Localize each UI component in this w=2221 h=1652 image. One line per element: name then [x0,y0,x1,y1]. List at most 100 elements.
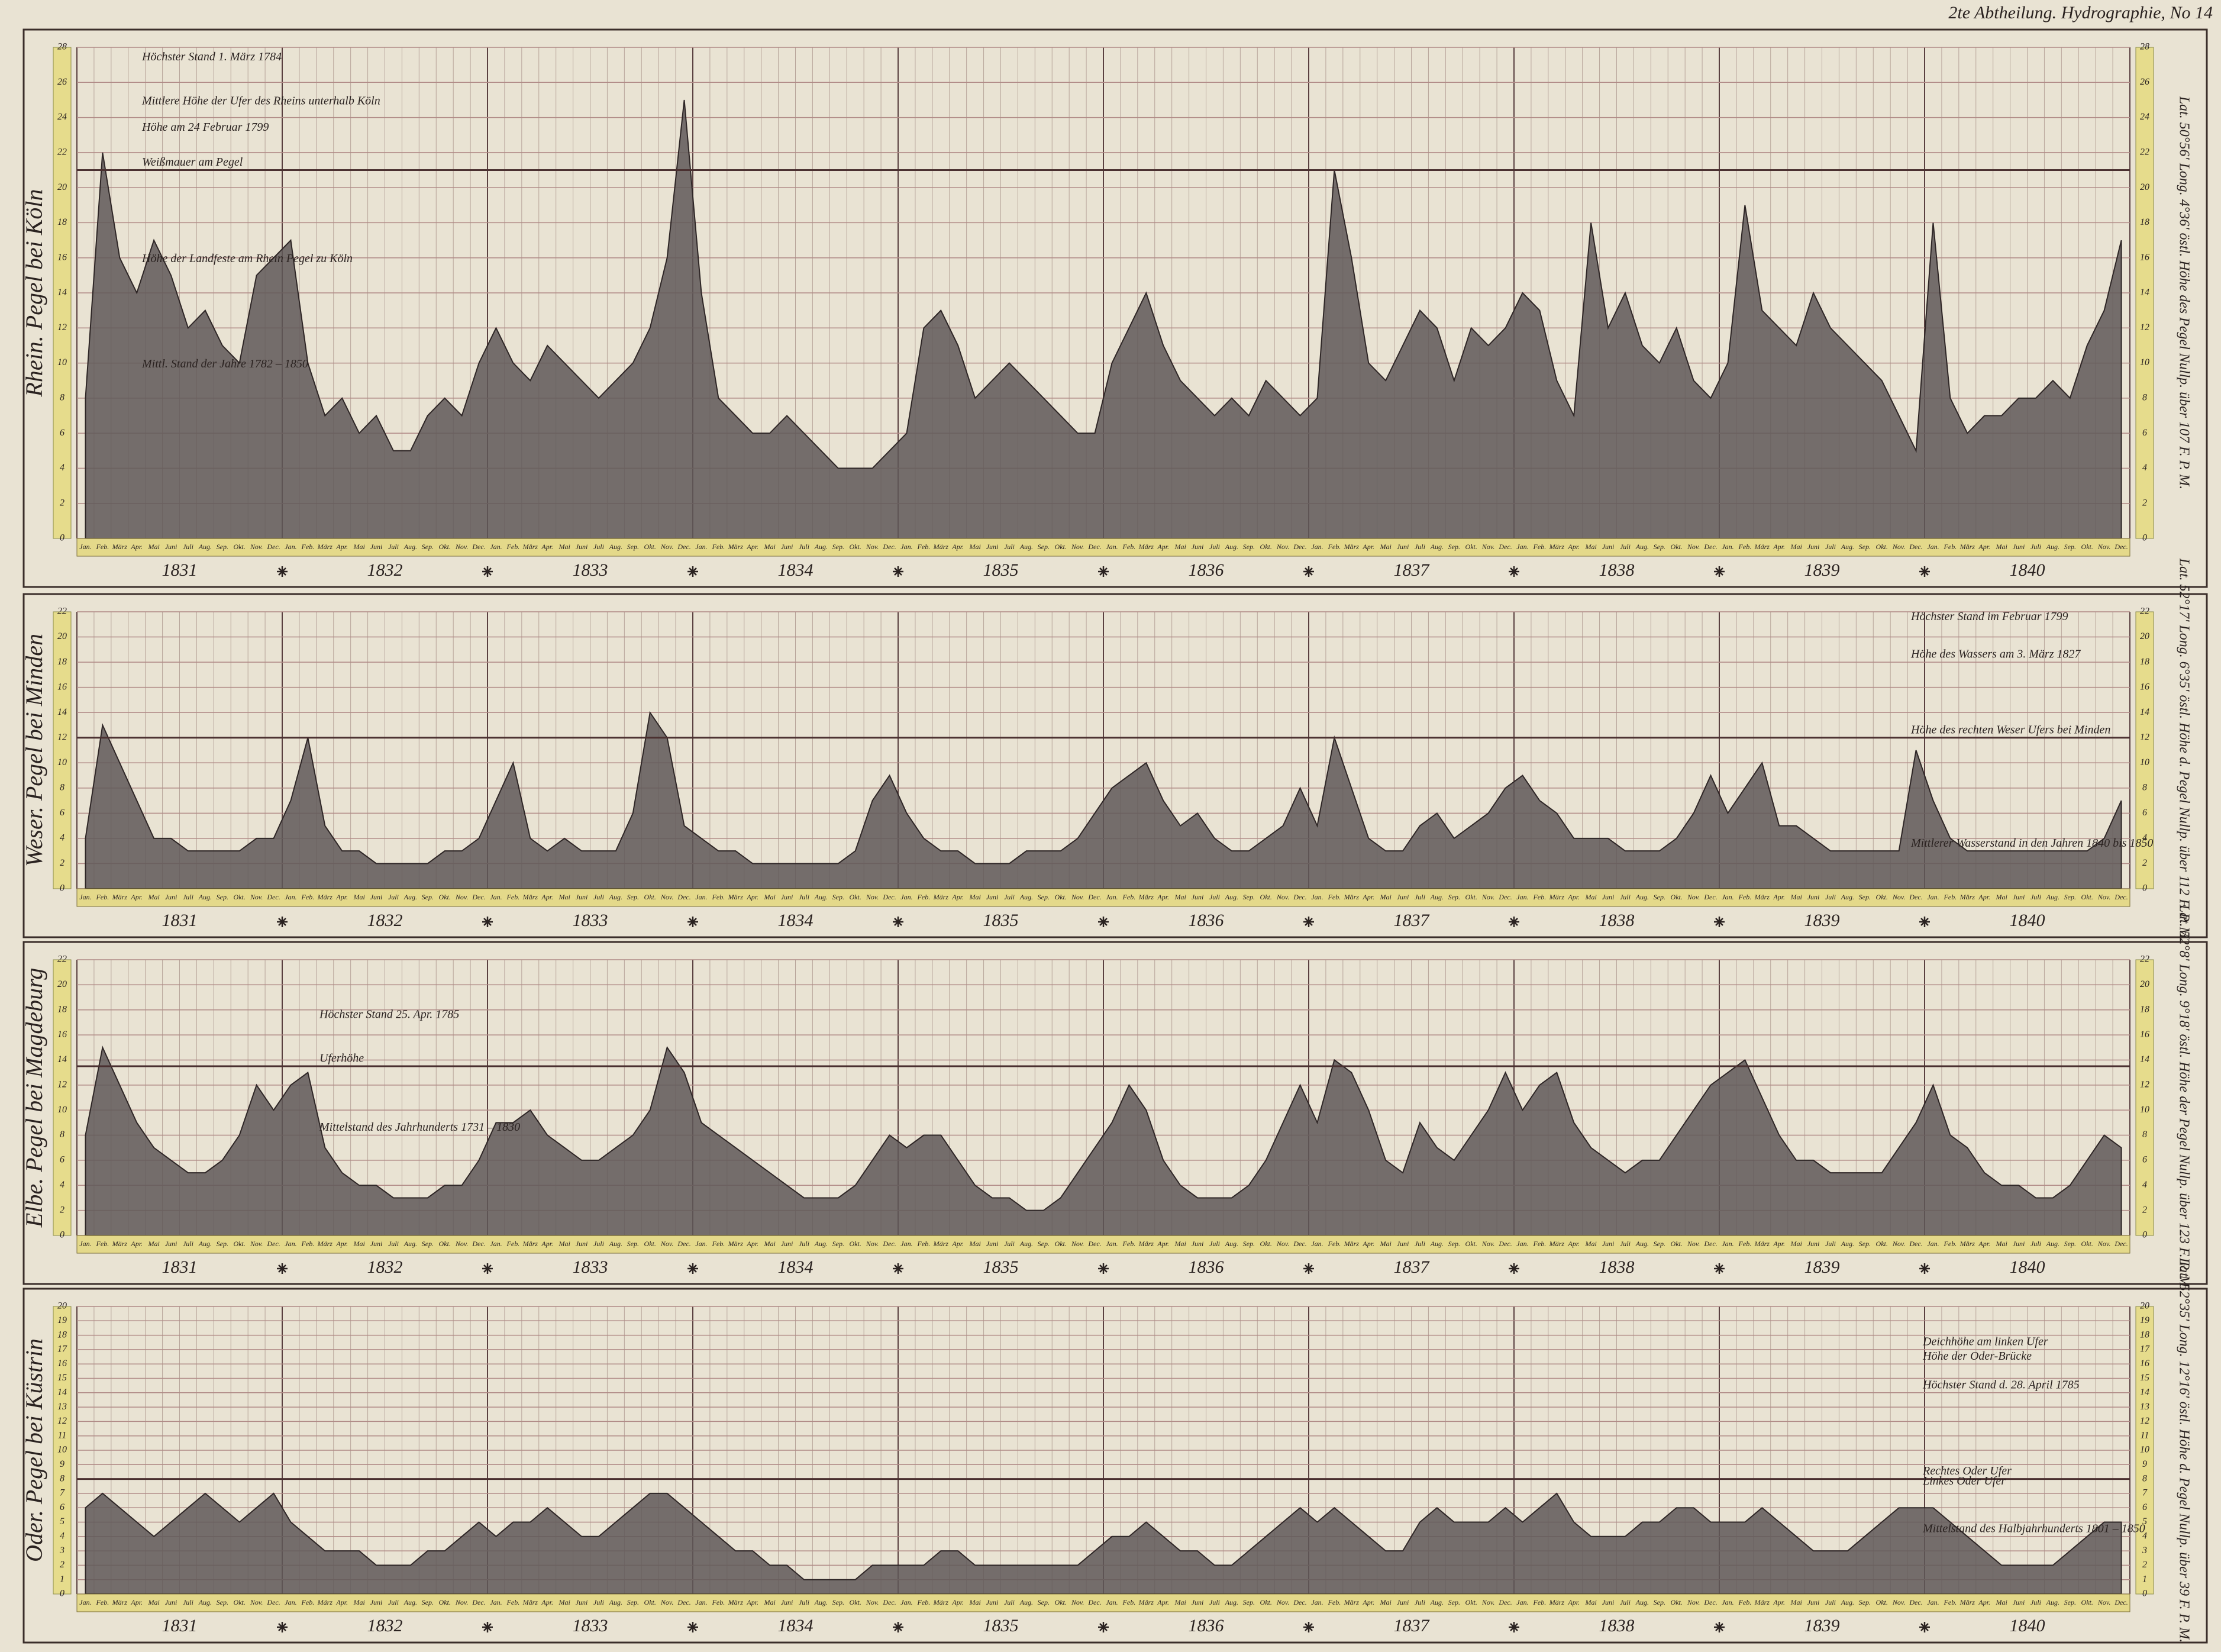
annotation: Höchster Stand im Februar 1799 [1910,610,2068,623]
month-label: Okt. [439,893,451,901]
month-label: März [1959,1598,1975,1606]
month-label: Apr. [541,1598,553,1606]
month-label: März [933,893,949,901]
month-label: Nov. [1687,893,1700,901]
y-tick-label: 4 [60,1180,64,1190]
y-tick-label: 20 [57,979,67,989]
month-label: März [1959,543,1975,551]
month-label: Jan. [1722,893,1733,901]
month-label: Nov. [1276,543,1289,551]
month-label: Okt. [644,893,656,901]
month-label: Feb. [96,893,109,901]
month-label: Juli [799,1598,809,1606]
month-label: Okt. [1260,1240,1272,1248]
month-label: Sep. [832,1598,844,1606]
month-label: Jan. [1722,543,1733,551]
month-label: Sep. [1243,1240,1255,1248]
y-tick-label: 18 [57,1004,67,1014]
month-label: Juli [388,1240,399,1248]
month-label: Juni [370,543,383,551]
month-label: Dec. [2114,543,2128,551]
month-label: Sep. [1038,893,1050,901]
month-label: Nov. [1276,1240,1289,1248]
y-tick-label: 18 [57,1330,67,1340]
month-label: Aug. [1635,1240,1649,1248]
month-label: Nov. [1687,1598,1700,1606]
month-label: Juli [593,1240,604,1248]
year-label: 1838 [1599,560,1635,580]
year-label: 1832 [367,560,403,580]
y-tick-label: 6 [60,808,64,818]
y-tick-label: 6 [60,428,64,438]
year-label: 1833 [573,1257,608,1277]
month-label: Feb. [1738,893,1752,901]
month-label: Jan. [490,1598,502,1606]
y-tick-label: 22 [57,954,67,964]
month-label: Aug. [1635,1598,1649,1606]
month-label: Nov. [866,1240,879,1248]
annotation: Höhe des rechten Weser Ufers bei Minden [1910,723,2110,736]
month-label: Juli [1620,893,1631,901]
month-label: Apr. [1773,893,1785,901]
y-tick-label: 22 [57,606,67,617]
month-label: Juni [1192,543,1204,551]
month-label: Okt. [644,1598,656,1606]
month-label: Apr. [130,543,143,551]
month-label: Feb. [917,1598,931,1606]
month-label: März [1754,1598,1770,1606]
month-label: Dec. [677,1598,690,1606]
month-label: Feb. [1944,1240,1957,1248]
y-tick-label: 16 [57,252,67,262]
month-label: Dec. [266,543,280,551]
y-tick-label: 0 [60,1589,64,1599]
month-label: Juli [2030,543,2041,551]
month-label: Feb. [301,1598,315,1606]
month-label: März [1754,893,1770,901]
y-tick-label-right: 19 [2140,1315,2149,1325]
month-label: Feb. [506,1598,520,1606]
y-tick-label-right: 18 [2140,1330,2149,1340]
month-label: Apr. [1362,543,1374,551]
month-label: Aug. [1841,1240,1854,1248]
y-tick-label: 28 [57,42,67,52]
month-label: Aug. [403,893,417,901]
y-tick-label-right: 0 [2142,533,2147,543]
month-label: März [1344,1598,1360,1606]
annotation: Höhe am 24 Februar 1799 [141,121,269,134]
month-label: März [1754,543,1770,551]
month-label: Okt. [850,543,861,551]
month-label: Dec. [1498,543,1512,551]
month-label: Sep. [422,1240,434,1248]
month-label: Juli [1415,1240,1425,1248]
month-label: März [112,1598,128,1606]
y-tick-label-right: 13 [2140,1402,2149,1412]
month-label: Mai [558,1240,570,1248]
month-label: Dec. [2114,893,2128,901]
month-label: Nov. [455,893,468,901]
month-label: Jan. [900,1240,912,1248]
month-label: Juli [799,543,809,551]
month-label: Jan. [695,543,707,551]
y-tick-label-right: 20 [2140,182,2149,192]
month-label: Aug. [198,893,212,901]
y-tick-label-right: 0 [2142,883,2147,893]
month-label: Mai [558,543,570,551]
year-label: 1832 [367,911,403,930]
year-label: 1835 [983,911,1019,930]
y-tick-label-right: 3 [2142,1545,2147,1556]
month-label: Sep. [1448,543,1460,551]
month-label: Okt. [234,1240,246,1248]
y-tick-label: 1 [60,1574,64,1584]
month-label: Juni [1192,1240,1204,1248]
month-label: Juli [183,1240,193,1248]
y-tick-label-right: 11 [2141,1430,2149,1440]
month-label: Juni [1807,1598,1820,1606]
y-tick-label: 2 [60,1205,64,1215]
year-label: 1840 [2010,560,2045,580]
year-label: 1834 [778,1616,813,1635]
y-tick-label-right: 8 [2142,782,2147,792]
month-label: Jan. [490,1240,502,1248]
month-label: Mai [1379,543,1391,551]
month-label: März [1344,1240,1360,1248]
month-label: Nov. [866,1598,879,1606]
